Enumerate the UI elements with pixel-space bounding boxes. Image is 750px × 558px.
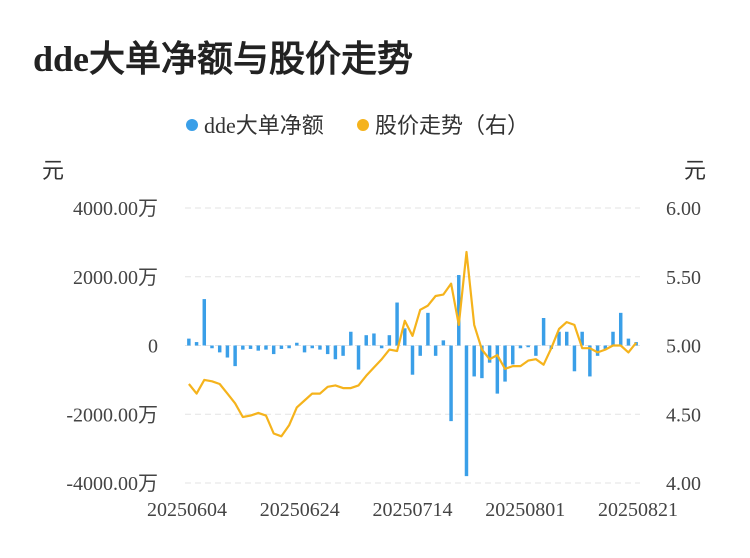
x-tick-label: 20250714 (373, 499, 453, 521)
right-tick-label: 4.50 (666, 404, 701, 426)
bar (410, 345, 415, 375)
bar (248, 345, 253, 349)
bar (480, 345, 484, 379)
bar (264, 345, 268, 350)
right-tick-label: 4.00 (666, 473, 701, 495)
bar (395, 302, 399, 346)
bar (310, 345, 314, 349)
bar (534, 345, 538, 356)
left-tick-label: -2000.00万 (66, 404, 158, 426)
left-tick-label: 4000.00万 (73, 198, 158, 220)
bar (302, 345, 307, 353)
legend-label-dde[interactable]: dde大单净额 (204, 113, 324, 138)
bar (611, 331, 615, 346)
bar (557, 331, 561, 346)
bar (487, 345, 492, 363)
bar (572, 345, 577, 372)
bar (341, 345, 345, 356)
left-tick-label: 2000.00万 (73, 267, 158, 289)
right-tick-label: 5.00 (666, 336, 701, 358)
bar (279, 345, 284, 349)
bar (626, 338, 631, 346)
bar (217, 345, 222, 353)
x-tick-label: 20250624 (260, 499, 340, 521)
bar (449, 345, 453, 422)
bar (325, 345, 330, 355)
bar (565, 331, 569, 346)
bar (457, 275, 461, 346)
bar (418, 345, 422, 356)
bar (333, 345, 338, 360)
bar (580, 331, 584, 346)
bar (511, 345, 515, 365)
bar (364, 335, 368, 346)
price-line (188, 250, 637, 438)
bar (194, 342, 199, 346)
bar (403, 328, 407, 346)
line-series-price (188, 250, 637, 438)
bar (349, 331, 353, 346)
bar (603, 345, 608, 349)
bar (441, 340, 446, 346)
bar (472, 345, 476, 377)
right-axis-unit: 元 (684, 158, 706, 183)
bar (618, 312, 623, 346)
bar (526, 345, 530, 348)
bar (379, 345, 384, 349)
bar (541, 318, 546, 346)
legend-marker-dde (186, 119, 198, 131)
x-tick-label: 20250801 (485, 499, 565, 521)
bar (233, 345, 237, 367)
right-axis-ticks: 6.00 5.50 5.00 4.50 4.00 (666, 198, 701, 495)
bar-series-dde (187, 275, 638, 477)
left-tick-label: -4000.00万 (66, 473, 158, 495)
bar (287, 345, 291, 349)
bar (503, 345, 507, 382)
left-axis-unit: 元 (42, 158, 64, 183)
bar (225, 345, 230, 358)
legend-label-price[interactable]: 股价走势（右） (375, 113, 529, 138)
right-tick-label: 5.50 (666, 267, 701, 289)
bar (271, 345, 276, 355)
bar (187, 338, 191, 346)
legend: dde大单净额 股价走势（右） (186, 113, 529, 138)
left-tick-label: 0 (148, 336, 158, 358)
left-axis-ticks: 4000.00万 2000.00万 0 -2000.00万 -4000.00万 (66, 198, 158, 495)
x-axis-ticks: 20250604 20250624 20250714 20250801 20250821 (147, 499, 678, 521)
legend-marker-price (357, 119, 369, 131)
bar (595, 345, 600, 356)
bar (433, 345, 438, 356)
bar (464, 345, 469, 477)
chart-title: dde大单净额与股价走势 (33, 39, 414, 79)
right-tick-label: 6.00 (666, 198, 701, 220)
bar (210, 345, 214, 349)
bar (318, 345, 322, 350)
bar (256, 345, 260, 351)
bar (372, 333, 376, 346)
bar (356, 345, 361, 370)
bar (241, 345, 245, 350)
bar (387, 335, 392, 346)
bar (518, 345, 523, 349)
bar (588, 345, 592, 377)
bar (295, 342, 299, 346)
x-tick-label: 20250821 (598, 499, 678, 521)
x-tick-label: 20250604 (147, 499, 227, 521)
bar (202, 299, 207, 346)
bar (426, 312, 430, 346)
bar (495, 345, 500, 394)
